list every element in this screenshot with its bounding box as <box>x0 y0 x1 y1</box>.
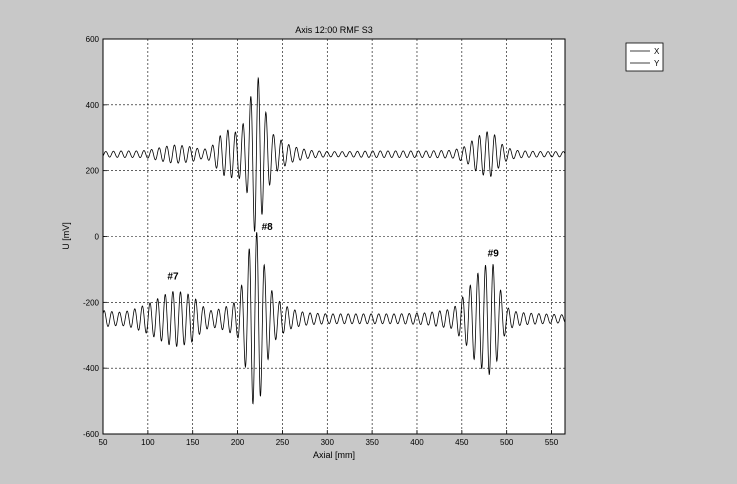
tick-group: 50 100 150 200 250 300 350 400 450 500 550 -600 -400… <box>83 35 559 447</box>
x-tick-label: 250 <box>276 438 290 447</box>
x-tick-label: 550 <box>545 438 559 447</box>
x-tick-label: 400 <box>410 438 424 447</box>
y-tick-label: -200 <box>83 298 100 307</box>
legend: X Y <box>625 42 664 72</box>
peak-annotation: #8 <box>262 222 274 233</box>
x-tick-label: 50 <box>99 438 108 447</box>
annotation-group: #7 #8 #9 <box>167 222 499 282</box>
series-line-x <box>102 76 566 232</box>
legend-box <box>625 42 664 72</box>
legend-label-x: X <box>654 47 660 56</box>
x-tick-label: 100 <box>141 438 155 447</box>
x-tick-label: 500 <box>500 438 514 447</box>
x-tick-label: 350 <box>365 438 379 447</box>
series-group <box>102 76 566 405</box>
grid-lines <box>103 39 565 434</box>
peak-annotation: #7 <box>167 271 179 282</box>
legend-label-y: Y <box>654 59 660 68</box>
x-tick-label: 300 <box>321 438 335 447</box>
y-tick-label: 0 <box>95 233 100 242</box>
peak-annotation: #9 <box>488 248 500 259</box>
y-tick-label: 200 <box>86 167 100 176</box>
y-tick-label: 400 <box>86 101 100 110</box>
x-tick-label: 150 <box>186 438 200 447</box>
chart-title: Axis 12:00 RMF S3 <box>295 25 373 35</box>
x-tick-label: 450 <box>455 438 469 447</box>
y-tick-label: -400 <box>83 364 100 373</box>
y-tick-label: -600 <box>83 430 100 439</box>
x-axis-label: Axial [mm] <box>313 450 355 460</box>
series-line-y <box>102 232 566 405</box>
y-axis-label: U [mV] <box>61 222 71 250</box>
x-tick-label: 200 <box>231 438 245 447</box>
y-tick-label: 600 <box>86 35 100 44</box>
